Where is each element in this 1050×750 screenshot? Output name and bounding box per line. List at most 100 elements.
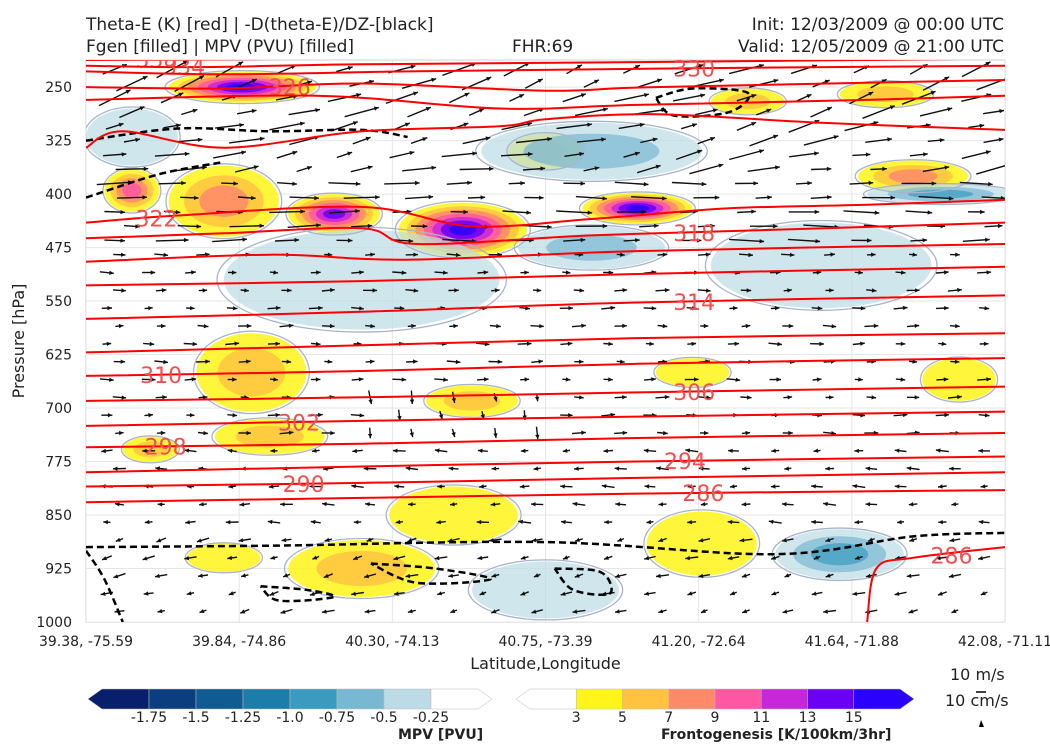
wind-vector-head bbox=[906, 573, 912, 578]
wind-vector-head bbox=[438, 414, 444, 420]
wind-vector-head bbox=[477, 555, 483, 561]
frontogenesis-fill bbox=[389, 486, 518, 544]
wind-vector-head bbox=[865, 152, 871, 157]
wind-vector-head bbox=[531, 609, 537, 614]
wind-vector-head bbox=[525, 306, 530, 311]
wind-vector-head bbox=[410, 64, 416, 69]
wind-vector-head bbox=[620, 252, 625, 257]
wind-vector-head bbox=[244, 288, 249, 293]
wind-vector-head bbox=[351, 591, 356, 596]
mpv-zero-contour bbox=[86, 106, 181, 168]
wind-vector-head bbox=[519, 484, 525, 489]
wind-vector-head bbox=[652, 137, 658, 142]
forecast-hour: FHR:69 bbox=[512, 37, 574, 57]
wind-vector-head bbox=[476, 519, 482, 525]
wind-vector-head bbox=[894, 448, 900, 453]
wind-vector-head bbox=[231, 270, 237, 275]
wind-vector-head bbox=[142, 556, 148, 561]
wind-vector-head bbox=[531, 502, 536, 507]
frontogenesis-fill bbox=[888, 169, 938, 184]
wind-vector-head bbox=[705, 252, 711, 257]
wind-vector-head bbox=[311, 448, 317, 453]
wind-vector-head bbox=[988, 181, 993, 187]
wind-vector bbox=[343, 196, 380, 199]
frontogenesis-fill bbox=[625, 205, 650, 212]
wind-vector-head bbox=[186, 591, 192, 596]
wind-vector-head bbox=[491, 573, 497, 578]
wind-vector-head bbox=[944, 306, 949, 311]
wind-vector bbox=[156, 60, 189, 79]
wind-vector-head bbox=[368, 399, 373, 405]
wind-vector-head bbox=[395, 519, 401, 525]
wind-vector-head bbox=[698, 64, 704, 69]
wind-vector-head bbox=[355, 181, 361, 186]
wind-vector-head bbox=[183, 237, 189, 243]
wind-vector-head bbox=[477, 448, 483, 453]
wind-vector bbox=[229, 225, 265, 228]
wind-vector-head bbox=[951, 609, 957, 613]
wind-vector-head bbox=[437, 591, 443, 596]
wind-vector-head bbox=[197, 137, 203, 142]
wind-vector bbox=[212, 238, 248, 243]
wind-vector-head bbox=[422, 224, 428, 229]
wind-vector-head bbox=[701, 181, 707, 187]
wind-vector-head bbox=[615, 502, 620, 507]
wind-vector-head bbox=[816, 270, 822, 275]
wind-vector-head bbox=[587, 122, 592, 127]
x-tick-label: 39.38, -75.59 bbox=[39, 634, 133, 650]
wind-vector-head bbox=[948, 196, 954, 201]
wind-vector-head bbox=[771, 591, 777, 596]
mpv-colorbar-segment bbox=[289, 688, 338, 710]
wind-vector-head bbox=[567, 341, 573, 346]
wind-vector-head bbox=[658, 502, 664, 507]
title-line-2: Fgen [filled] | MPV (PVU) [filled] bbox=[86, 37, 355, 57]
wind-vector-head bbox=[142, 76, 148, 81]
wind-vector-head bbox=[324, 537, 330, 542]
wind-vector-head bbox=[774, 306, 780, 311]
wind-vector-head bbox=[789, 252, 795, 257]
wind-vector-head bbox=[283, 573, 289, 578]
wind-vector-head bbox=[710, 223, 715, 229]
wind-vector-head bbox=[823, 609, 828, 614]
wind-vector-head bbox=[784, 466, 790, 471]
wind-vector bbox=[501, 122, 533, 131]
wind-vector-head bbox=[321, 609, 327, 614]
wind-vector-head bbox=[766, 108, 772, 113]
wind-vector-head bbox=[897, 519, 902, 525]
wind-vector bbox=[575, 195, 608, 200]
wind-vector-head bbox=[199, 609, 205, 614]
wind-vector-head bbox=[199, 502, 204, 507]
theta-e-contour bbox=[86, 113, 1005, 149]
wind-vector-head bbox=[719, 78, 724, 83]
wind-vector-head bbox=[155, 466, 160, 471]
wind-vector-head bbox=[225, 520, 231, 525]
wind-vector-head bbox=[759, 149, 764, 154]
wind-vector bbox=[728, 238, 765, 243]
wind-vector bbox=[288, 108, 321, 116]
theta-e-contour bbox=[86, 410, 1005, 427]
wind-vector-head bbox=[819, 341, 824, 347]
wind-vector bbox=[329, 210, 360, 214]
wind-vector-head bbox=[866, 573, 871, 578]
wind-vector-head bbox=[232, 377, 237, 382]
theta-e-label: 286 bbox=[682, 482, 724, 507]
wind-vector-head bbox=[330, 288, 335, 293]
wind-vector-head bbox=[826, 166, 832, 172]
wind-vector-head bbox=[655, 164, 661, 169]
wind-vector bbox=[385, 91, 419, 105]
wind-vector-head bbox=[175, 210, 181, 215]
wind-vector bbox=[556, 210, 593, 214]
wind-vector bbox=[384, 182, 420, 185]
wind-vector bbox=[749, 134, 779, 147]
wind-vector-head bbox=[275, 305, 281, 311]
wind-vector-head bbox=[422, 137, 428, 142]
wind-vector-head bbox=[163, 359, 168, 365]
wind-vector-head bbox=[739, 538, 745, 543]
wind-vector-head bbox=[734, 341, 740, 346]
wind-vector-head bbox=[365, 136, 371, 141]
theta-e-label: 298 bbox=[145, 436, 187, 461]
wind-vector-head bbox=[604, 520, 609, 525]
wind-vector-head bbox=[937, 591, 943, 596]
wind-vector-head bbox=[574, 573, 580, 578]
wind-vector-head bbox=[428, 194, 434, 200]
